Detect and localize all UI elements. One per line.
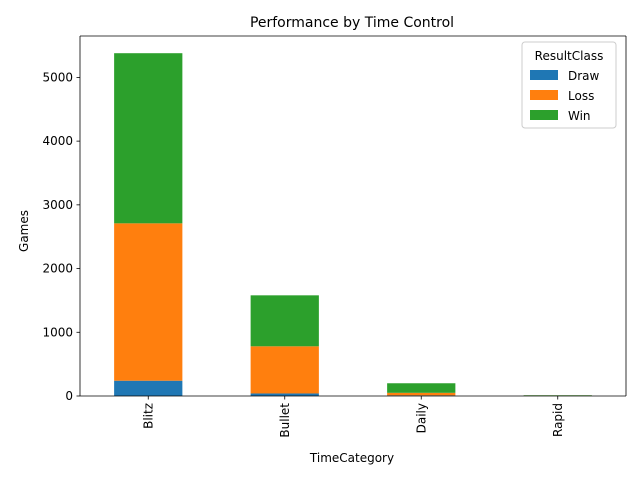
y-tick-label: 3000 [42, 198, 73, 212]
bar-loss-bullet [250, 346, 319, 394]
x-axis-label: TimeCategory [309, 451, 394, 465]
legend-label-draw: Draw [568, 69, 600, 83]
x-tick-label: Daily [414, 403, 428, 433]
bar-loss-blitz [114, 223, 183, 381]
bar-draw-bullet [250, 393, 319, 396]
x-tick-label: Bullet [278, 403, 292, 438]
legend-label-win: Win [568, 109, 591, 123]
bar-win-blitz [114, 53, 183, 224]
y-tick-label: 2000 [42, 262, 73, 276]
bar-win-bullet [250, 295, 319, 347]
y-tick-label: 5000 [42, 70, 73, 84]
bar-draw-blitz [114, 380, 183, 396]
legend: ResultClass Draw Loss Win [521, 41, 617, 129]
y-axis-label: Games [17, 210, 31, 252]
legend-label-loss: Loss [568, 89, 594, 103]
legend-swatch-draw [530, 70, 558, 80]
chart-title: Performance by Time Control [250, 15, 454, 31]
y-tick-label: 1000 [42, 325, 73, 339]
bar-win-daily [387, 383, 456, 393]
x-tick-label: Rapid [551, 403, 565, 437]
legend-title: ResultClass [535, 49, 604, 63]
legend-swatch-loss [530, 90, 558, 100]
y-tick-label: 0 [65, 389, 73, 403]
axes-layer: 0 1000 2000 3000 4000 5000 Blitz Bullet Daily Rap… [42, 35, 627, 438]
x-tick-label: Blitz [141, 403, 155, 429]
bars-layer [114, 53, 592, 396]
legend-swatch-win [530, 110, 558, 120]
bar-loss-daily [387, 392, 456, 396]
legend-box [521, 41, 617, 129]
y-tick-label: 4000 [42, 134, 73, 148]
